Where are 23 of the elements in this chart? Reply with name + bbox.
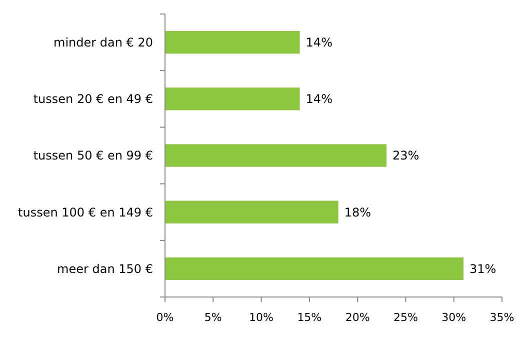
data-label: 23% xyxy=(392,148,420,163)
x-tick-label: 10% xyxy=(249,311,274,324)
x-tick-label: 30% xyxy=(442,311,466,324)
data-label: 18% xyxy=(344,205,371,220)
bar xyxy=(165,144,386,167)
x-tick-label: 15% xyxy=(297,311,322,324)
y-tick-label: tussen 100 € en 149 € xyxy=(18,205,153,220)
x-tick-label: 35% xyxy=(490,311,514,324)
x-tick-label: 20% xyxy=(345,311,370,324)
bar xyxy=(165,200,338,224)
data-label: 14% xyxy=(306,92,332,106)
bar xyxy=(165,88,300,110)
x-tick-label: 0% xyxy=(156,311,174,324)
y-tick-label: tussen 20 € en 49 € xyxy=(33,92,153,106)
x-tick-label: 25% xyxy=(393,311,418,324)
y-tick-label: tussen 50 € en 99 € xyxy=(33,148,153,163)
bar xyxy=(165,257,464,280)
data-label: 31% xyxy=(469,262,496,276)
y-tick-label: minder dan € 20 xyxy=(54,36,153,50)
data-label: 14% xyxy=(306,36,332,50)
y-tick-label: meer dan 150 € xyxy=(57,262,153,276)
bar xyxy=(165,30,300,54)
x-tick-label: 5% xyxy=(204,311,222,324)
